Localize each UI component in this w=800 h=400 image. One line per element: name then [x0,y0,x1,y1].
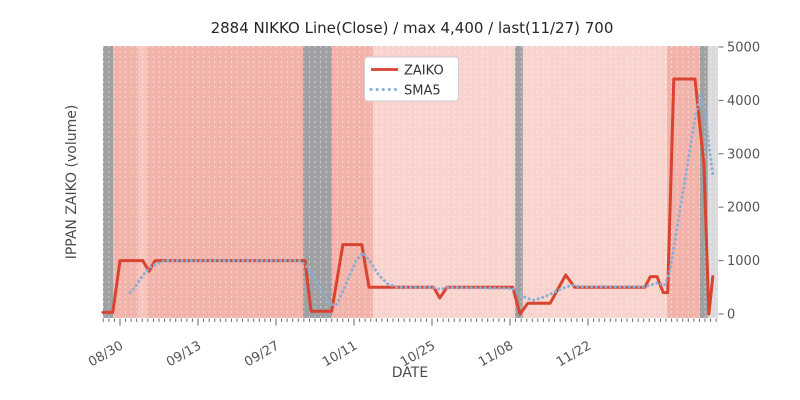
series-zaiko-line [101,77,715,316]
background-band [515,46,523,318]
y-tick-label: 4000 [727,94,760,109]
legend: ZAIKO SMA5 [364,56,459,102]
x-tick-label: 08/30 [86,338,126,370]
x-axis-ticks [102,318,717,326]
series-sma5-line [128,93,715,307]
y-tick-label: 3000 [727,147,760,162]
chart-title: 2884 NIKKO Line(Close) / max 4,400 / las… [211,19,614,37]
y-tick-label: 1000 [727,254,760,269]
background-band [103,46,113,318]
y-tick-label: 0 [727,308,735,323]
x-tick-label: 09/27 [242,338,282,370]
y-axis-tick-labels: 0 1000 2000 3000 4000 5000 [727,41,760,323]
legend-sma5-label: SMA5 [404,84,441,99]
x-tick-label: 11/08 [476,338,516,370]
y-axis-title: IPPAN ZAIKO (volume) [64,105,80,260]
x-tick-label: 10/11 [320,338,360,370]
x-axis-tick-labels: 08/30 09/13 09/27 10/11 10/25 11/08 11/22 [86,338,594,370]
x-tick-label: 09/13 [164,338,204,370]
y-tick-label: 2000 [727,201,760,216]
y-tick-label: 5000 [727,41,760,56]
x-axis-title: DATE [392,365,428,381]
y-axis-ticks [718,46,724,315]
background-band [707,46,718,318]
legend-zaiko-label: ZAIKO [404,64,444,79]
x-tick-label: 11/22 [554,338,594,370]
series-lines [101,77,715,316]
